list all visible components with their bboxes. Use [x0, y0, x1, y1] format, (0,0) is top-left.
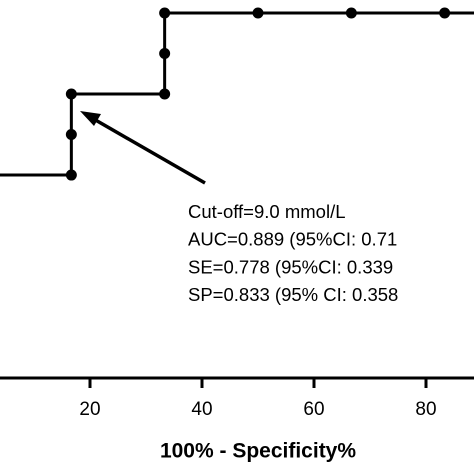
point — [159, 7, 171, 19]
annotation: SP=0.833 (95% CI: 0.358 — [188, 284, 398, 305]
x-axis-label: 100% - Specificity% — [160, 440, 356, 463]
x-tick-label: 80 — [415, 399, 436, 420]
point — [65, 88, 77, 100]
annotation: AUC=0.889 (95%CI: 0.71 — [188, 229, 397, 250]
point — [159, 48, 171, 60]
point — [65, 169, 77, 181]
point — [65, 129, 77, 141]
x-tick-label: 60 — [303, 399, 324, 420]
point — [252, 7, 264, 19]
x-tick-label: 40 — [191, 399, 212, 420]
annotation: Cut-off=9.0 mmol/L — [188, 201, 346, 222]
annotation-arrow — [91, 116, 206, 185]
x-tick-label: 20 — [79, 399, 100, 420]
point — [345, 7, 357, 19]
arrow-head — [80, 111, 101, 126]
annotation: SE=0.778 (95%CI: 0.339 — [188, 256, 393, 277]
point — [159, 88, 171, 100]
point — [439, 7, 451, 19]
